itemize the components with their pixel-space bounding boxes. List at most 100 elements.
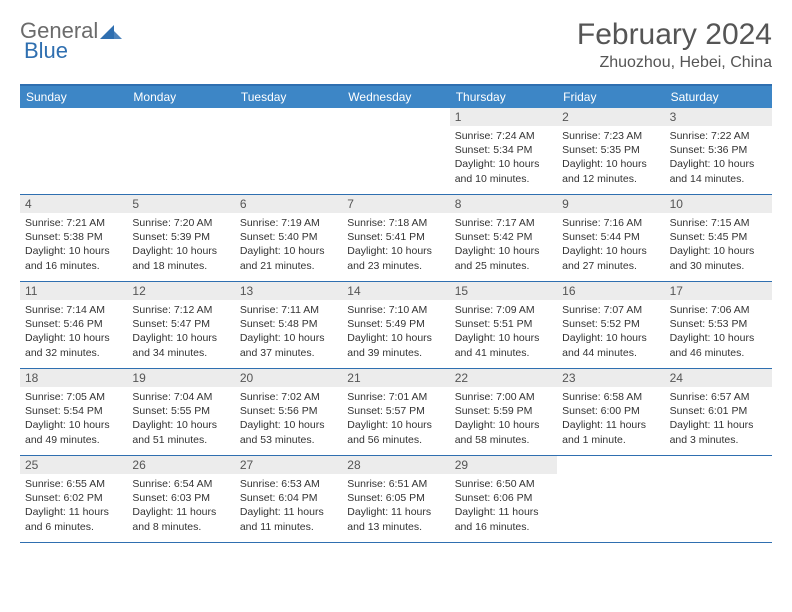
- sunrise-line: Sunrise: 7:18 AM: [347, 216, 444, 230]
- day-info: Sunrise: 7:15 AMSunset: 5:45 PMDaylight:…: [665, 213, 772, 276]
- day-cell: 19Sunrise: 7:04 AMSunset: 5:55 PMDayligh…: [127, 369, 234, 455]
- week-row: 25Sunrise: 6:55 AMSunset: 6:02 PMDayligh…: [20, 456, 772, 543]
- sunset-line: Sunset: 5:40 PM: [240, 230, 337, 244]
- week-row: 1Sunrise: 7:24 AMSunset: 5:34 PMDaylight…: [20, 108, 772, 195]
- daylight-line: Daylight: 10 hours and 18 minutes.: [132, 244, 229, 272]
- weekday-row: SundayMondayTuesdayWednesdayThursdayFrid…: [20, 86, 772, 108]
- day-cell: 22Sunrise: 7:00 AMSunset: 5:59 PMDayligh…: [450, 369, 557, 455]
- sunset-line: Sunset: 5:51 PM: [455, 317, 552, 331]
- sunrise-line: Sunrise: 7:07 AM: [562, 303, 659, 317]
- logo-triangle-icon: [100, 23, 122, 39]
- sunset-line: Sunset: 5:49 PM: [347, 317, 444, 331]
- sunset-line: Sunset: 5:55 PM: [132, 404, 229, 418]
- day-number: 6: [235, 195, 342, 213]
- day-number: 10: [665, 195, 772, 213]
- sunset-line: Sunset: 5:56 PM: [240, 404, 337, 418]
- day-number: 3: [665, 108, 772, 126]
- day-info: Sunrise: 7:14 AMSunset: 5:46 PMDaylight:…: [20, 300, 127, 363]
- day-cell: 2Sunrise: 7:23 AMSunset: 5:35 PMDaylight…: [557, 108, 664, 194]
- day-number: 21: [342, 369, 449, 387]
- day-cell: [235, 108, 342, 194]
- day-cell: 17Sunrise: 7:06 AMSunset: 5:53 PMDayligh…: [665, 282, 772, 368]
- daylight-line: Daylight: 10 hours and 27 minutes.: [562, 244, 659, 272]
- header: General February 2024 Zhuozhou, Hebei, C…: [20, 18, 772, 72]
- day-info: Sunrise: 7:11 AMSunset: 5:48 PMDaylight:…: [235, 300, 342, 363]
- day-number: 4: [20, 195, 127, 213]
- day-info: Sunrise: 7:07 AMSunset: 5:52 PMDaylight:…: [557, 300, 664, 363]
- day-info: Sunrise: 7:12 AMSunset: 5:47 PMDaylight:…: [127, 300, 234, 363]
- day-info: Sunrise: 7:22 AMSunset: 5:36 PMDaylight:…: [665, 126, 772, 189]
- sunset-line: Sunset: 5:48 PM: [240, 317, 337, 331]
- sunrise-line: Sunrise: 7:04 AM: [132, 390, 229, 404]
- day-number: 13: [235, 282, 342, 300]
- sunrise-line: Sunrise: 7:15 AM: [670, 216, 767, 230]
- day-cell: [557, 456, 664, 542]
- weekday-label: Friday: [557, 86, 664, 108]
- daylight-line: Daylight: 10 hours and 39 minutes.: [347, 331, 444, 359]
- sunrise-line: Sunrise: 6:51 AM: [347, 477, 444, 491]
- day-number: 14: [342, 282, 449, 300]
- day-cell: 12Sunrise: 7:12 AMSunset: 5:47 PMDayligh…: [127, 282, 234, 368]
- daylight-line: Daylight: 10 hours and 12 minutes.: [562, 157, 659, 185]
- day-number: 12: [127, 282, 234, 300]
- sunset-line: Sunset: 5:47 PM: [132, 317, 229, 331]
- logo-line2: Blue: [24, 38, 68, 64]
- day-number: 24: [665, 369, 772, 387]
- daylight-line: Daylight: 10 hours and 21 minutes.: [240, 244, 337, 272]
- day-info: Sunrise: 7:09 AMSunset: 5:51 PMDaylight:…: [450, 300, 557, 363]
- daylight-line: Daylight: 11 hours and 3 minutes.: [670, 418, 767, 446]
- daylight-line: Daylight: 11 hours and 6 minutes.: [25, 505, 122, 533]
- day-cell: 25Sunrise: 6:55 AMSunset: 6:02 PMDayligh…: [20, 456, 127, 542]
- day-number: 1: [450, 108, 557, 126]
- month-title: February 2024: [577, 18, 772, 52]
- sunrise-line: Sunrise: 6:54 AM: [132, 477, 229, 491]
- day-cell: [127, 108, 234, 194]
- day-number: 9: [557, 195, 664, 213]
- daylight-line: Daylight: 10 hours and 49 minutes.: [25, 418, 122, 446]
- daylight-line: Daylight: 10 hours and 41 minutes.: [455, 331, 552, 359]
- daylight-line: Daylight: 10 hours and 32 minutes.: [25, 331, 122, 359]
- day-number: 19: [127, 369, 234, 387]
- day-cell: 6Sunrise: 7:19 AMSunset: 5:40 PMDaylight…: [235, 195, 342, 281]
- sunset-line: Sunset: 6:05 PM: [347, 491, 444, 505]
- sunset-line: Sunset: 6:04 PM: [240, 491, 337, 505]
- day-info: Sunrise: 7:02 AMSunset: 5:56 PMDaylight:…: [235, 387, 342, 450]
- sunset-line: Sunset: 5:34 PM: [455, 143, 552, 157]
- daylight-line: Daylight: 10 hours and 10 minutes.: [455, 157, 552, 185]
- day-cell: 28Sunrise: 6:51 AMSunset: 6:05 PMDayligh…: [342, 456, 449, 542]
- sunset-line: Sunset: 6:01 PM: [670, 404, 767, 418]
- daylight-line: Daylight: 10 hours and 44 minutes.: [562, 331, 659, 359]
- sunrise-line: Sunrise: 7:06 AM: [670, 303, 767, 317]
- weeks-container: 1Sunrise: 7:24 AMSunset: 5:34 PMDaylight…: [20, 108, 772, 543]
- day-info: Sunrise: 7:05 AMSunset: 5:54 PMDaylight:…: [20, 387, 127, 450]
- day-cell: 24Sunrise: 6:57 AMSunset: 6:01 PMDayligh…: [665, 369, 772, 455]
- day-number: 25: [20, 456, 127, 474]
- sunrise-line: Sunrise: 7:17 AM: [455, 216, 552, 230]
- day-info: Sunrise: 7:19 AMSunset: 5:40 PMDaylight:…: [235, 213, 342, 276]
- sunrise-line: Sunrise: 7:14 AM: [25, 303, 122, 317]
- daylight-line: Daylight: 11 hours and 11 minutes.: [240, 505, 337, 533]
- sunset-line: Sunset: 6:02 PM: [25, 491, 122, 505]
- daylight-line: Daylight: 10 hours and 46 minutes.: [670, 331, 767, 359]
- day-info: Sunrise: 7:01 AMSunset: 5:57 PMDaylight:…: [342, 387, 449, 450]
- sunset-line: Sunset: 5:35 PM: [562, 143, 659, 157]
- sunrise-line: Sunrise: 6:50 AM: [455, 477, 552, 491]
- day-cell: 27Sunrise: 6:53 AMSunset: 6:04 PMDayligh…: [235, 456, 342, 542]
- day-number: 17: [665, 282, 772, 300]
- sunrise-line: Sunrise: 7:19 AM: [240, 216, 337, 230]
- daylight-line: Daylight: 10 hours and 34 minutes.: [132, 331, 229, 359]
- sunrise-line: Sunrise: 7:09 AM: [455, 303, 552, 317]
- location: Zhuozhou, Hebei, China: [577, 54, 772, 72]
- daylight-line: Daylight: 10 hours and 37 minutes.: [240, 331, 337, 359]
- sunset-line: Sunset: 5:42 PM: [455, 230, 552, 244]
- day-number: 2: [557, 108, 664, 126]
- sunset-line: Sunset: 5:39 PM: [132, 230, 229, 244]
- sunrise-line: Sunrise: 7:10 AM: [347, 303, 444, 317]
- day-number: 8: [450, 195, 557, 213]
- day-cell: [20, 108, 127, 194]
- day-info: Sunrise: 7:18 AMSunset: 5:41 PMDaylight:…: [342, 213, 449, 276]
- day-cell: 16Sunrise: 7:07 AMSunset: 5:52 PMDayligh…: [557, 282, 664, 368]
- day-cell: 5Sunrise: 7:20 AMSunset: 5:39 PMDaylight…: [127, 195, 234, 281]
- sunrise-line: Sunrise: 7:16 AM: [562, 216, 659, 230]
- day-cell: 4Sunrise: 7:21 AMSunset: 5:38 PMDaylight…: [20, 195, 127, 281]
